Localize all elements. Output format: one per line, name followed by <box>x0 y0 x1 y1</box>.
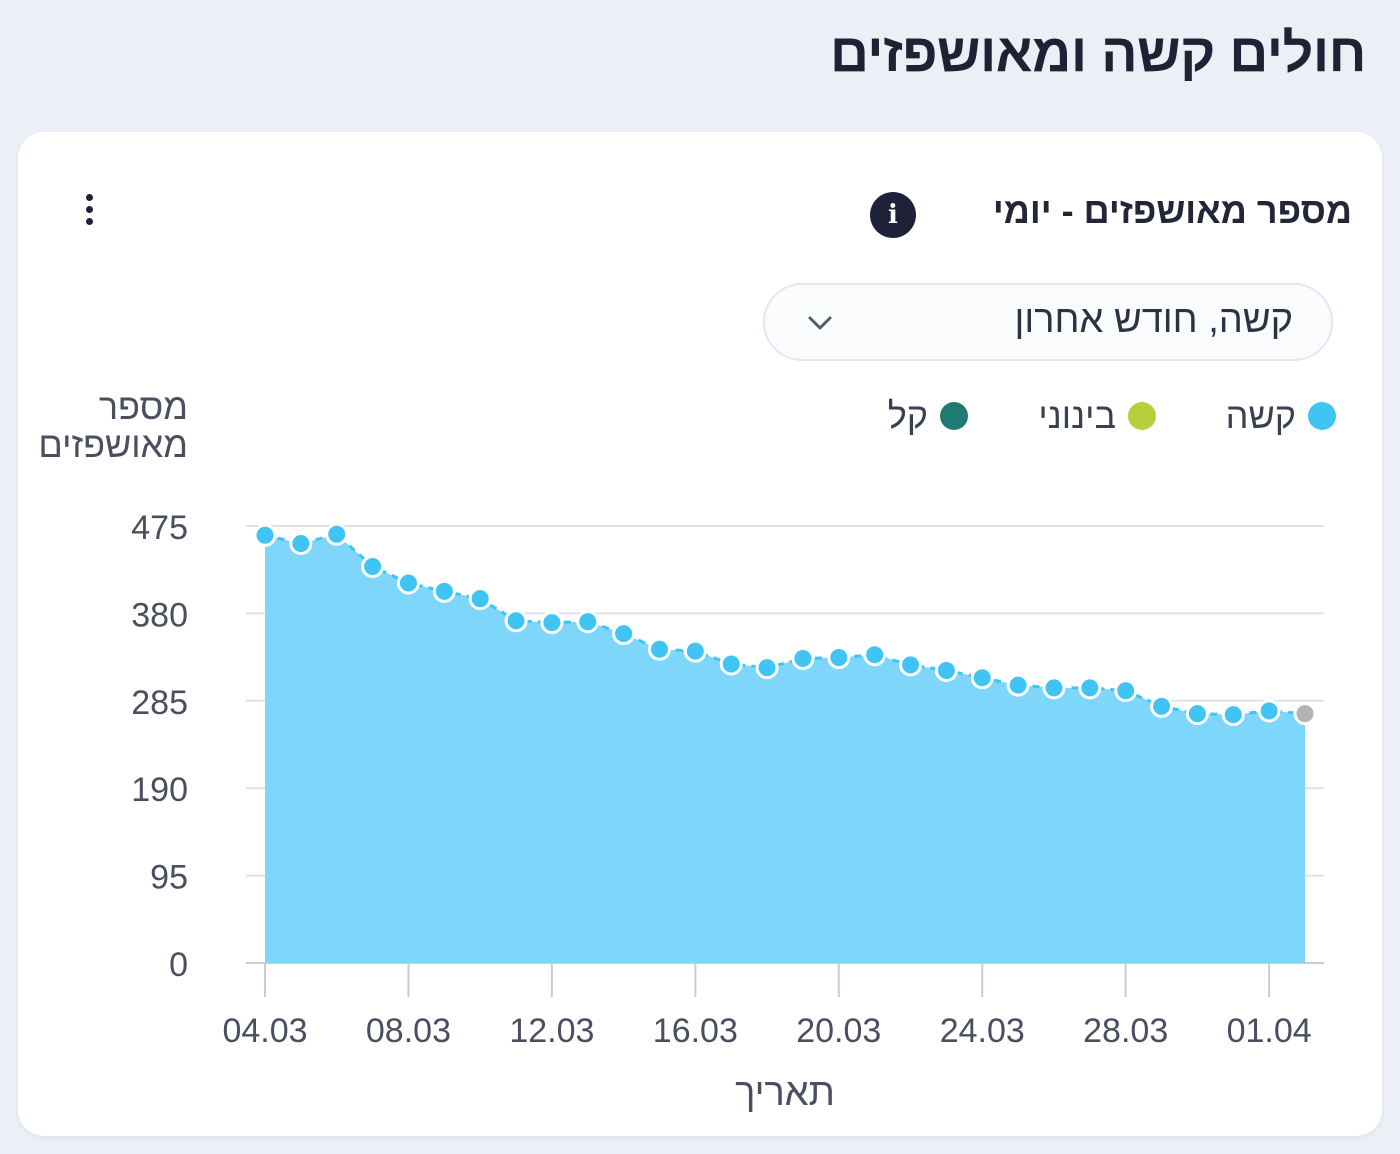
y-tick-label: 95 <box>150 859 188 897</box>
data-point <box>504 609 528 633</box>
data-point <box>1006 673 1030 697</box>
data-point <box>253 523 277 547</box>
data-point <box>863 643 887 667</box>
data-point <box>1221 703 1245 727</box>
x-tick-label: 24.03 <box>940 1012 1025 1050</box>
data-point <box>791 646 815 670</box>
x-tick-label: 28.03 <box>1083 1012 1168 1050</box>
data-point <box>612 622 636 646</box>
data-point <box>934 658 958 682</box>
x-tick-label: 20.03 <box>796 1012 881 1050</box>
dropdown-selected-value: קשה, חודש אחרון <box>1014 299 1293 341</box>
data-point <box>1185 702 1209 726</box>
data-point <box>468 587 492 611</box>
data-point <box>289 531 313 555</box>
legend-label-mild: קל <box>887 395 928 436</box>
legend-item-moderate[interactable]: בינוני <box>1038 395 1156 436</box>
x-axis-title: תאריך <box>735 1072 835 1114</box>
data-point <box>432 579 456 603</box>
data-point <box>325 522 349 546</box>
y-tick-label: 475 <box>131 509 188 547</box>
data-point <box>1078 676 1102 700</box>
card-title: מספר מאושפזים - יומי <box>992 190 1352 231</box>
y-tick-label: 380 <box>131 596 188 634</box>
data-point <box>755 656 779 680</box>
data-point <box>647 637 671 661</box>
data-point <box>396 571 420 595</box>
x-tick-label: 12.03 <box>509 1012 594 1050</box>
data-point <box>1293 702 1317 726</box>
data-point <box>361 554 385 578</box>
legend-label-moderate: בינוני <box>1038 395 1116 436</box>
y-axis-title: מספר מאושפזים <box>38 386 188 465</box>
x-tick-label: 04.03 <box>222 1012 307 1050</box>
legend-item-severe[interactable]: קשה <box>1225 395 1336 436</box>
data-point <box>827 646 851 670</box>
legend-dot-mild <box>940 402 968 430</box>
data-point <box>970 666 994 690</box>
info-icon[interactable]: i <box>870 192 916 238</box>
data-point <box>719 652 743 676</box>
x-tick-label: 16.03 <box>653 1012 738 1050</box>
x-tick-label: 08.03 <box>366 1012 451 1050</box>
filter-dropdown[interactable]: קשה, חודש אחרון <box>763 283 1333 361</box>
legend-dot-moderate <box>1128 402 1156 430</box>
chevron-down-icon <box>808 316 832 330</box>
y-tick-label: 285 <box>131 684 188 722</box>
data-point <box>1042 676 1066 700</box>
data-point <box>1257 699 1281 723</box>
data-point <box>683 639 707 663</box>
page-title: חולים קשה ומאושפזים <box>829 23 1367 83</box>
data-point <box>1114 679 1138 703</box>
y-tick-label: 190 <box>131 771 188 809</box>
x-tick-label: 01.04 <box>1227 1012 1312 1050</box>
area-fill <box>265 534 1305 963</box>
data-point <box>1150 694 1174 718</box>
data-point <box>540 611 564 635</box>
y-tick-label: 0 <box>169 946 188 984</box>
legend-label-severe: קשה <box>1225 395 1296 436</box>
data-point <box>576 610 600 634</box>
data-point <box>899 653 923 677</box>
legend-item-mild[interactable]: קל <box>887 395 968 436</box>
legend-dot-severe <box>1308 402 1336 430</box>
kebab-menu-icon[interactable] <box>80 188 100 232</box>
